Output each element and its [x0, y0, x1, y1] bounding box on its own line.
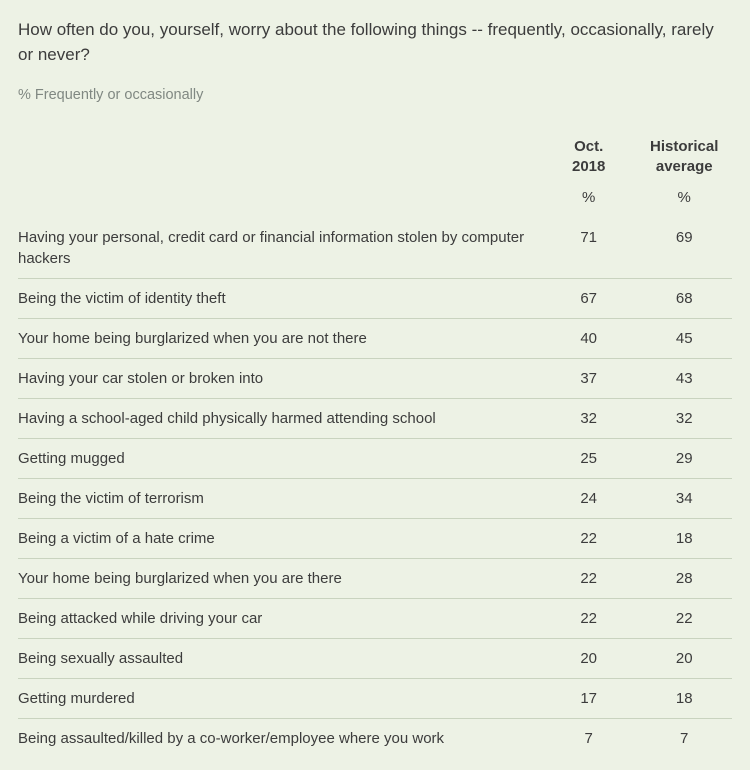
survey-subhead: % Frequently or occasionally [18, 87, 732, 103]
row-label: Having your car stolen or broken into [18, 358, 541, 398]
table-row: Being sexually assaulted2020 [18, 638, 732, 678]
row-value-historical: 7 [636, 718, 732, 758]
row-value-oct2018: 22 [541, 598, 637, 638]
row-value-historical: 18 [636, 678, 732, 718]
row-value-oct2018: 22 [541, 558, 637, 598]
row-value-oct2018: 32 [541, 398, 637, 438]
row-value-oct2018: 24 [541, 478, 637, 518]
row-value-historical: 69 [636, 218, 732, 279]
table-row: Having a school-aged child physically ha… [18, 398, 732, 438]
row-value-historical: 20 [636, 638, 732, 678]
row-value-oct2018: 40 [541, 318, 637, 358]
row-label: Being the victim of terrorism [18, 478, 541, 518]
header-col2: Historical average [636, 131, 732, 182]
row-label: Being sexually assaulted [18, 638, 541, 678]
row-value-oct2018: 17 [541, 678, 637, 718]
row-value-oct2018: 37 [541, 358, 637, 398]
table-row: Your home being burglarized when you are… [18, 318, 732, 358]
row-value-historical: 43 [636, 358, 732, 398]
row-label: Being the victim of identity theft [18, 278, 541, 318]
row-value-oct2018: 20 [541, 638, 637, 678]
row-value-historical: 22 [636, 598, 732, 638]
row-value-historical: 34 [636, 478, 732, 518]
row-value-oct2018: 71 [541, 218, 637, 279]
row-value-historical: 28 [636, 558, 732, 598]
row-label: Being assaulted/killed by a co-worker/em… [18, 718, 541, 758]
header-col1-line1: Oct. [574, 138, 603, 155]
table-row: Getting murdered1718 [18, 678, 732, 718]
header-col1-line2: 2018 [572, 158, 605, 175]
header-col2-line2: average [656, 158, 713, 175]
row-value-oct2018: 7 [541, 718, 637, 758]
unit-col2: % [636, 182, 732, 218]
header-col1: Oct. 2018 [541, 131, 637, 182]
row-label: Getting mugged [18, 438, 541, 478]
row-value-historical: 68 [636, 278, 732, 318]
results-table: Oct. 2018 Historical average % % Having … [18, 131, 732, 758]
row-value-oct2018: 25 [541, 438, 637, 478]
row-value-historical: 32 [636, 398, 732, 438]
unit-col1: % [541, 182, 637, 218]
row-value-oct2018: 67 [541, 278, 637, 318]
row-label: Your home being burglarized when you are… [18, 318, 541, 358]
row-label: Being a victim of a hate crime [18, 518, 541, 558]
survey-question: How often do you, yourself, worry about … [18, 18, 732, 67]
table-row: Having your personal, credit card or fin… [18, 218, 732, 279]
row-value-historical: 18 [636, 518, 732, 558]
table-row: Being the victim of identity theft6768 [18, 278, 732, 318]
row-value-oct2018: 22 [541, 518, 637, 558]
table-row: Being assaulted/killed by a co-worker/em… [18, 718, 732, 758]
table-row: Being attacked while driving your car222… [18, 598, 732, 638]
header-empty [18, 131, 541, 182]
table-row: Getting mugged2529 [18, 438, 732, 478]
table-row: Being a victim of a hate crime2218 [18, 518, 732, 558]
row-value-historical: 29 [636, 438, 732, 478]
table-row: Being the victim of terrorism2434 [18, 478, 732, 518]
table-row: Having your car stolen or broken into374… [18, 358, 732, 398]
header-col2-line1: Historical [650, 138, 718, 155]
row-label: Having your personal, credit card or fin… [18, 218, 541, 279]
row-label: Getting murdered [18, 678, 541, 718]
table-row: Your home being burglarized when you are… [18, 558, 732, 598]
row-value-historical: 45 [636, 318, 732, 358]
unit-empty [18, 182, 541, 218]
row-label: Being attacked while driving your car [18, 598, 541, 638]
row-label: Your home being burglarized when you are… [18, 558, 541, 598]
row-label: Having a school-aged child physically ha… [18, 398, 541, 438]
